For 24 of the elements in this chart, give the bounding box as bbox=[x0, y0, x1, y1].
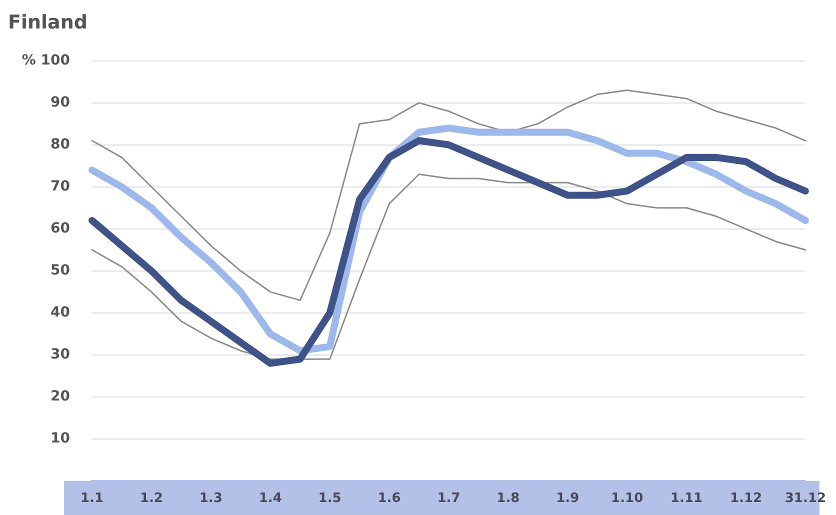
x-tick-label: 1.1 bbox=[80, 491, 104, 506]
y-tick-label: 80 bbox=[50, 136, 70, 152]
y-tick-label: 90 bbox=[50, 94, 70, 110]
y-tick-label: 10 bbox=[50, 430, 70, 447]
y-tick-label: 60 bbox=[50, 220, 70, 237]
y-tick-label: 20 bbox=[50, 388, 70, 405]
y-tick-label: % 100 bbox=[22, 52, 70, 68]
x-tick-label: 1.6 bbox=[378, 491, 401, 506]
chart-title: Finland bbox=[8, 11, 88, 34]
x-tick-label: 1.12 bbox=[730, 491, 762, 506]
y-tick-label: 70 bbox=[50, 178, 70, 194]
x-tick-label: 1.2 bbox=[140, 491, 163, 506]
x-tick-label: 1.3 bbox=[199, 491, 222, 506]
x-tick-label: 1.8 bbox=[496, 491, 520, 506]
x-tick-label: 1.4 bbox=[258, 491, 282, 506]
x-tick-label: 1.10 bbox=[611, 491, 644, 506]
y-tick-label: 30 bbox=[50, 346, 70, 363]
x-tick-label: 1.11 bbox=[670, 491, 703, 506]
x-tick-label: 1.5 bbox=[318, 491, 342, 506]
y-tick-label: 40 bbox=[50, 304, 70, 321]
x-tick-label: 1.7 bbox=[437, 491, 460, 506]
x-tick-label: 31.12 bbox=[784, 491, 826, 506]
y-tick-label: 50 bbox=[50, 262, 70, 279]
x-tick-label: 1.9 bbox=[556, 491, 580, 506]
